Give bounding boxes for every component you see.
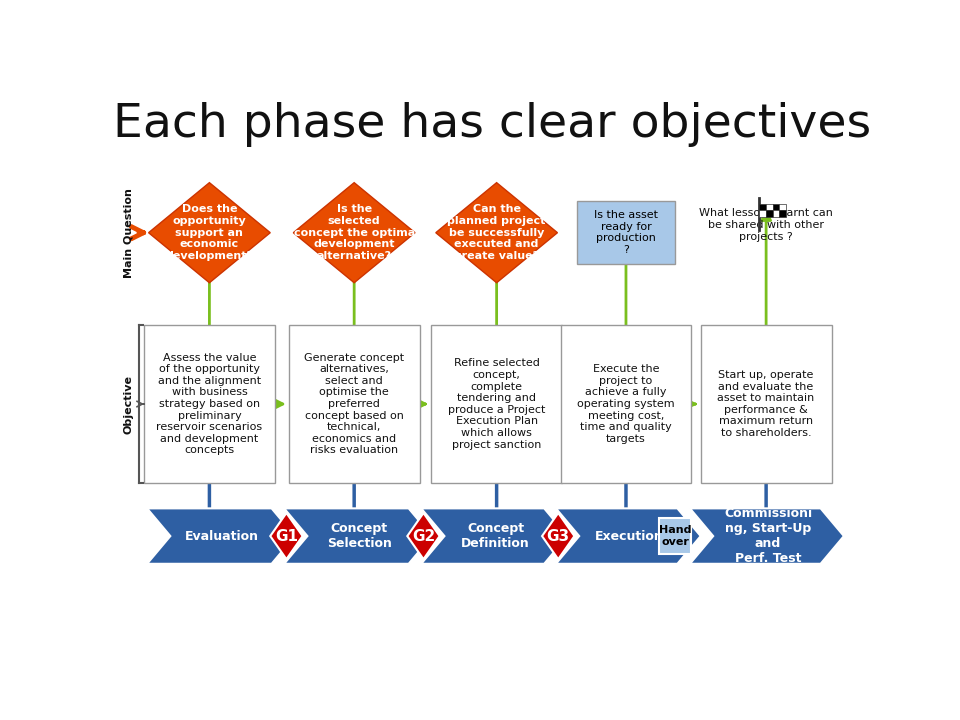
Text: Each phase has clear objectives: Each phase has clear objectives [113, 102, 871, 147]
Text: Execution: Execution [595, 530, 663, 543]
Bar [766, 204, 773, 210]
Text: Concept
Definition: Concept Definition [461, 522, 530, 550]
FancyBboxPatch shape [561, 325, 691, 483]
Text: Objective: Objective [124, 374, 133, 433]
Text: G3: G3 [546, 528, 570, 544]
Text: Is the asset
ready for
production
?: Is the asset ready for production ? [594, 210, 658, 255]
Bar [773, 204, 780, 210]
Text: Is the
selected
concept the optima
development
alternative?: Is the selected concept the optima devel… [294, 204, 415, 261]
Polygon shape [271, 513, 302, 559]
Bar [773, 210, 780, 217]
FancyBboxPatch shape [289, 325, 420, 483]
Polygon shape [294, 183, 415, 283]
Text: Main Question: Main Question [124, 188, 133, 278]
Text: Evaluation: Evaluation [185, 530, 259, 543]
Text: Hand
over: Hand over [659, 526, 691, 547]
Polygon shape [690, 508, 844, 564]
Text: What lessons learnt can
be shared with other
projects ?: What lessons learnt can be shared with o… [699, 208, 833, 242]
Polygon shape [149, 183, 271, 283]
Bar [758, 204, 766, 210]
FancyBboxPatch shape [577, 201, 675, 264]
Text: G1: G1 [275, 528, 298, 544]
Polygon shape [542, 513, 574, 559]
Text: Start up, operate
and evaluate the
asset to maintain
performance &
maximum retur: Start up, operate and evaluate the asset… [717, 370, 815, 438]
FancyBboxPatch shape [701, 325, 831, 483]
Polygon shape [147, 508, 295, 564]
Text: Generate concept
alternatives,
select and
optimise the
preferred
concept based o: Generate concept alternatives, select an… [304, 353, 404, 456]
Text: Does the
opportunity
support an
economic
development?: Does the opportunity support an economic… [165, 204, 253, 261]
Text: Execute the
project to
achieve a fully
operating system
meeting cost,
time and q: Execute the project to achieve a fully o… [577, 364, 675, 444]
FancyBboxPatch shape [144, 325, 275, 483]
Bar [766, 210, 773, 217]
Text: Assess the value
of the opportunity
and the alignment
with business
strategy bas: Assess the value of the opportunity and … [156, 353, 262, 456]
Text: Can the
planned project
be successfully
executed and
create value?: Can the planned project be successfully … [447, 204, 546, 261]
Polygon shape [421, 508, 567, 564]
Polygon shape [284, 508, 432, 564]
Text: Commissioni
ng, Start-Up
and
Perf. Test: Commissioni ng, Start-Up and Perf. Test [724, 507, 812, 565]
Polygon shape [407, 513, 440, 559]
Bar [780, 210, 786, 217]
Bar [758, 210, 766, 217]
FancyBboxPatch shape [431, 325, 562, 483]
Bar [780, 204, 786, 210]
Text: G2: G2 [412, 528, 435, 544]
Polygon shape [556, 508, 701, 564]
FancyBboxPatch shape [660, 518, 691, 554]
Text: Concept
Selection: Concept Selection [326, 522, 392, 550]
Text: Refine selected
concept,
complete
tendering and
produce a Project
Execution Plan: Refine selected concept, complete tender… [448, 359, 545, 449]
Polygon shape [436, 183, 558, 283]
